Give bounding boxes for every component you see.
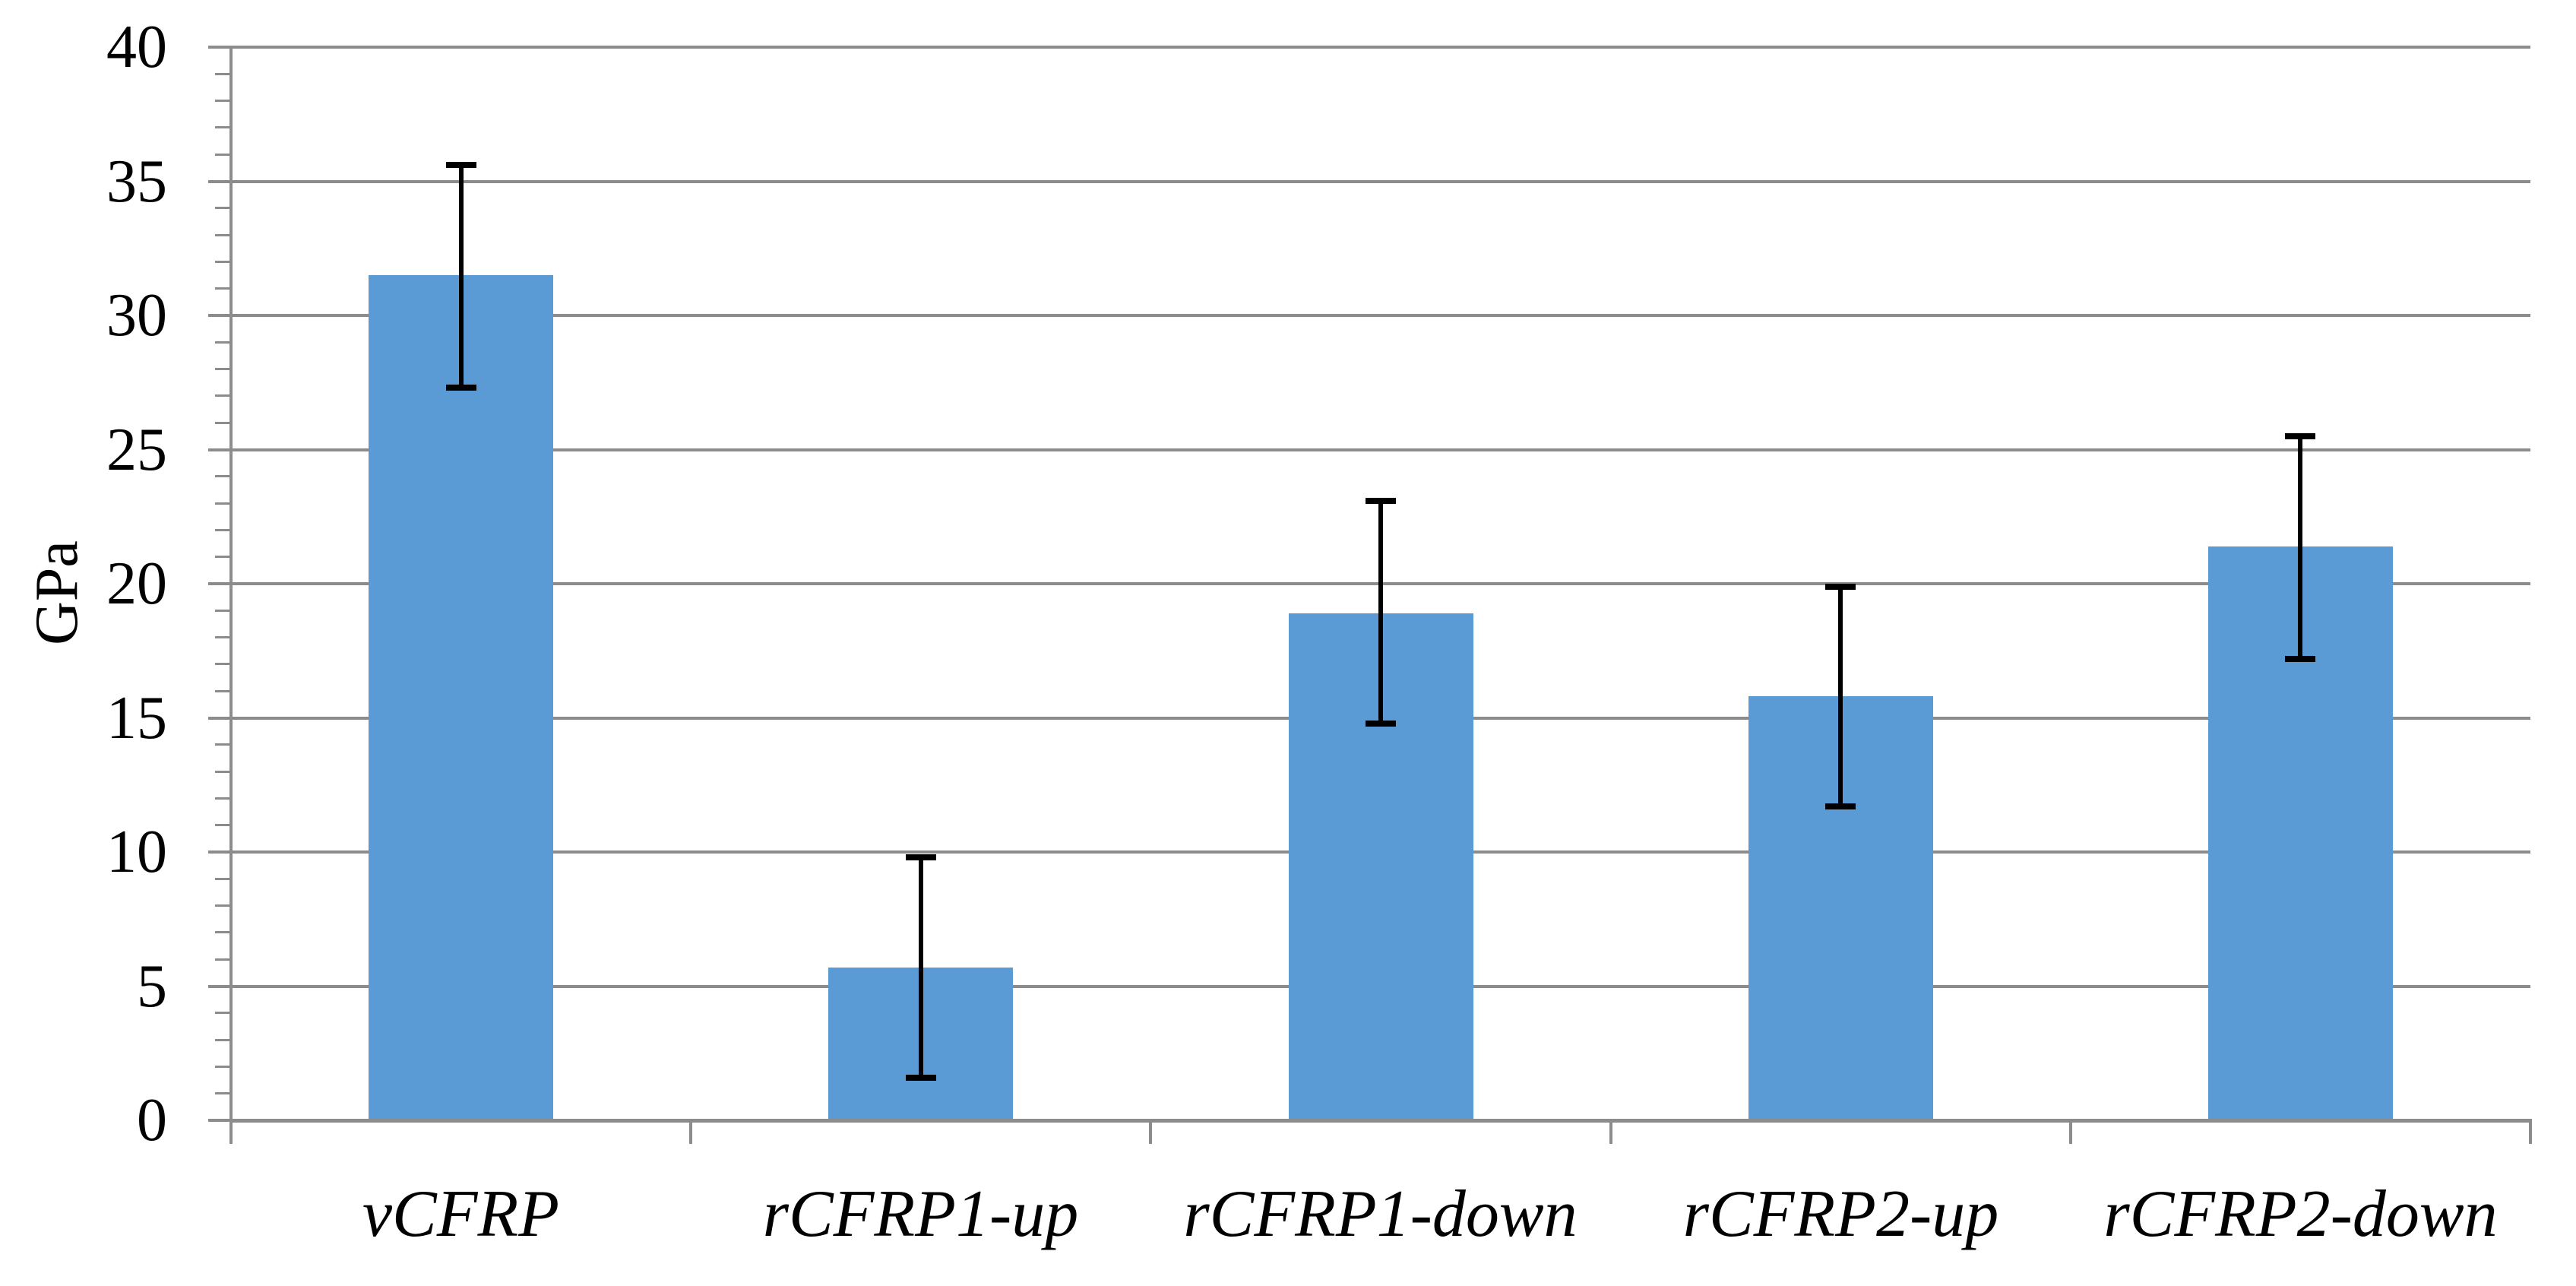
y-minor-tick	[215, 1012, 231, 1014]
y-major-tick	[208, 180, 231, 183]
y-minor-tick	[215, 663, 231, 665]
bar-vCFRP	[369, 275, 553, 1120]
y-minor-tick	[215, 931, 231, 933]
y-minor-tick	[215, 771, 231, 773]
y-minor-tick	[215, 556, 231, 558]
y-minor-tick	[215, 126, 231, 128]
y-minor-tick	[215, 529, 231, 531]
error-bar-cap-bottom	[2285, 656, 2315, 662]
y-minor-tick	[215, 287, 231, 290]
y-major-tick	[208, 314, 231, 317]
category-boundary-tick	[229, 1120, 233, 1144]
y-minor-tick	[215, 1039, 231, 1041]
y-minor-tick	[215, 958, 231, 961]
y-minor-tick	[215, 100, 231, 102]
error-bar-cap-top	[446, 162, 476, 168]
y-tick-label: 30	[106, 282, 167, 349]
error-bar-line	[1378, 501, 1383, 724]
category-label: rCFRP2-up	[1682, 1177, 1999, 1251]
gridline	[231, 314, 2530, 317]
y-minor-tick	[215, 394, 231, 397]
y-tick-label: 15	[106, 685, 167, 752]
y-minor-tick	[215, 154, 231, 156]
y-major-tick	[208, 985, 231, 988]
gridline	[231, 180, 2530, 183]
error-bar-cap-bottom	[446, 385, 476, 391]
y-tick-label: 0	[137, 1087, 167, 1154]
y-minor-tick	[215, 368, 231, 370]
error-bar-cap-top	[1366, 498, 1396, 504]
error-bar-line	[1838, 587, 1843, 806]
y-minor-tick	[215, 422, 231, 424]
category-boundary-tick	[689, 1120, 692, 1144]
y-major-tick	[208, 582, 231, 585]
y-minor-tick	[215, 502, 231, 505]
y-major-tick	[208, 46, 231, 49]
category-label: rCFRP2-down	[2103, 1177, 2498, 1251]
error-bar-cap-top	[906, 854, 936, 860]
y-minor-tick	[215, 904, 231, 907]
y-major-tick	[208, 1119, 231, 1122]
y-minor-tick	[215, 73, 231, 75]
error-bar-cap-top	[2285, 433, 2315, 439]
category-boundary-tick	[1609, 1120, 1612, 1144]
error-bar-line	[459, 165, 464, 388]
y-minor-tick	[215, 1092, 231, 1094]
x-axis-line	[229, 1119, 2532, 1123]
category-boundary-tick	[1149, 1120, 1152, 1144]
y-major-tick	[208, 448, 231, 451]
error-bar-cap-top	[1825, 584, 1856, 590]
y-major-tick	[208, 717, 231, 720]
category-label: rCFRP1-up	[762, 1177, 1079, 1251]
y-minor-tick	[215, 610, 231, 612]
y-tick-label: 5	[137, 953, 167, 1020]
y-minor-tick	[215, 797, 231, 800]
y-minor-tick	[215, 824, 231, 826]
y-tick-label: 10	[106, 819, 167, 885]
y-minor-tick	[215, 207, 231, 209]
y-minor-tick	[215, 690, 231, 692]
y-minor-tick	[215, 261, 231, 263]
y-minor-tick	[215, 234, 231, 236]
error-bar-line	[2298, 436, 2302, 659]
category-label: vCFRP	[362, 1177, 559, 1251]
gridline	[231, 46, 2530, 49]
y-tick-label: 20	[106, 550, 167, 617]
category-label: rCFRP1-down	[1183, 1177, 1578, 1251]
category-boundary-tick	[2069, 1120, 2072, 1144]
y-minor-tick	[215, 743, 231, 746]
gridline	[231, 448, 2530, 451]
error-bar-cap-bottom	[906, 1075, 936, 1081]
y-tick-label: 25	[106, 417, 167, 483]
error-bar-cap-bottom	[1366, 721, 1396, 727]
y-tick-label: 35	[106, 148, 167, 215]
error-bar-cap-bottom	[1825, 803, 1856, 809]
y-major-tick	[208, 850, 231, 854]
y-minor-tick	[215, 1066, 231, 1068]
y-minor-tick	[215, 475, 231, 477]
y-minor-tick	[215, 636, 231, 638]
category-boundary-tick	[2529, 1120, 2532, 1144]
y-minor-tick	[215, 878, 231, 880]
y-axis-line	[229, 46, 233, 1122]
y-tick-label: 40	[106, 14, 167, 81]
y-minor-tick	[215, 341, 231, 344]
error-bar-line	[919, 857, 923, 1077]
